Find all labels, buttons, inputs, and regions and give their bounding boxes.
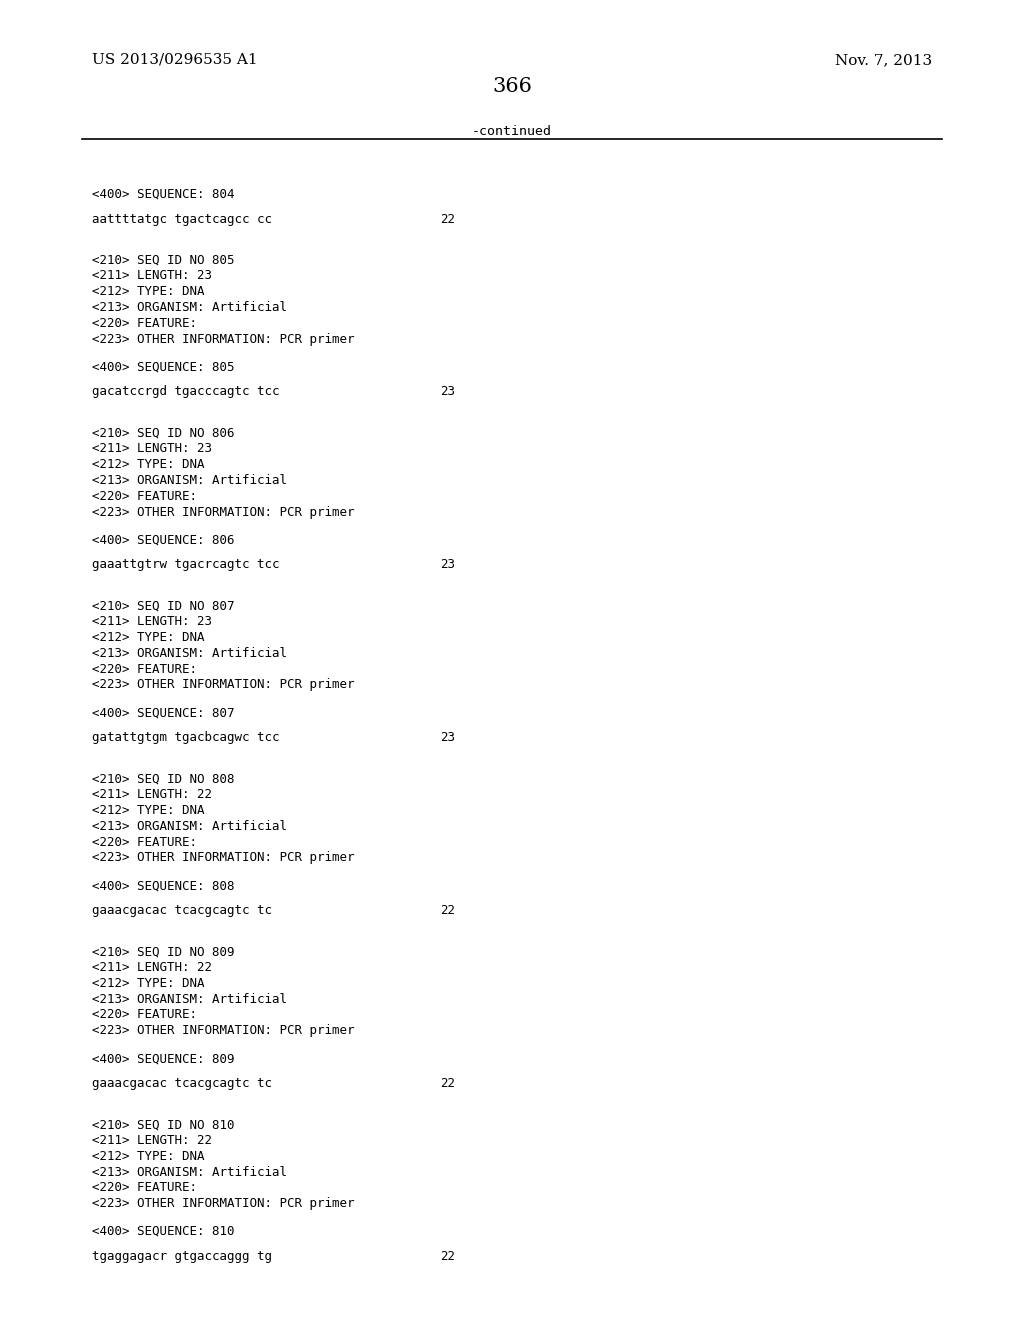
Text: <211> LENGTH: 22: <211> LENGTH: 22 (92, 961, 212, 974)
Text: tgaggagacr gtgaccaggg tg: tgaggagacr gtgaccaggg tg (92, 1250, 272, 1263)
Text: -continued: -continued (472, 125, 552, 139)
Text: <223> OTHER INFORMATION: PCR primer: <223> OTHER INFORMATION: PCR primer (92, 333, 354, 346)
Text: <400> SEQUENCE: 809: <400> SEQUENCE: 809 (92, 1052, 234, 1065)
Text: <210> SEQ ID NO 808: <210> SEQ ID NO 808 (92, 772, 234, 785)
Text: gaaacgacac tcacgcagtc tc: gaaacgacac tcacgcagtc tc (92, 1077, 272, 1090)
Text: <210> SEQ ID NO 806: <210> SEQ ID NO 806 (92, 426, 234, 440)
Text: <223> OTHER INFORMATION: PCR primer: <223> OTHER INFORMATION: PCR primer (92, 1197, 354, 1210)
Text: <223> OTHER INFORMATION: PCR primer: <223> OTHER INFORMATION: PCR primer (92, 1024, 354, 1038)
Text: gaaattgtrw tgacrcagtc tcc: gaaattgtrw tgacrcagtc tcc (92, 558, 280, 572)
Text: <212> TYPE: DNA: <212> TYPE: DNA (92, 1150, 205, 1163)
Text: gaaacgacac tcacgcagtc tc: gaaacgacac tcacgcagtc tc (92, 904, 272, 917)
Text: <400> SEQUENCE: 808: <400> SEQUENCE: 808 (92, 879, 234, 892)
Text: <220> FEATURE:: <220> FEATURE: (92, 490, 198, 503)
Text: 22: 22 (440, 1077, 456, 1090)
Text: 22: 22 (440, 213, 456, 226)
Text: 23: 23 (440, 558, 456, 572)
Text: <210> SEQ ID NO 807: <210> SEQ ID NO 807 (92, 599, 234, 612)
Text: <400> SEQUENCE: 804: <400> SEQUENCE: 804 (92, 187, 234, 201)
Text: aattttatgc tgactcagcc cc: aattttatgc tgactcagcc cc (92, 213, 272, 226)
Text: gatattgtgm tgacbcagwc tcc: gatattgtgm tgacbcagwc tcc (92, 731, 280, 744)
Text: 366: 366 (493, 77, 531, 95)
Text: Nov. 7, 2013: Nov. 7, 2013 (835, 53, 932, 67)
Text: 23: 23 (440, 385, 456, 399)
Text: <212> TYPE: DNA: <212> TYPE: DNA (92, 631, 205, 644)
Text: <220> FEATURE:: <220> FEATURE: (92, 317, 198, 330)
Text: <212> TYPE: DNA: <212> TYPE: DNA (92, 285, 205, 298)
Text: <220> FEATURE:: <220> FEATURE: (92, 836, 198, 849)
Text: <400> SEQUENCE: 806: <400> SEQUENCE: 806 (92, 533, 234, 546)
Text: <220> FEATURE:: <220> FEATURE: (92, 663, 198, 676)
Text: <400> SEQUENCE: 807: <400> SEQUENCE: 807 (92, 706, 234, 719)
Text: US 2013/0296535 A1: US 2013/0296535 A1 (92, 53, 258, 67)
Text: 22: 22 (440, 904, 456, 917)
Text: <212> TYPE: DNA: <212> TYPE: DNA (92, 458, 205, 471)
Text: <223> OTHER INFORMATION: PCR primer: <223> OTHER INFORMATION: PCR primer (92, 506, 354, 519)
Text: <213> ORGANISM: Artificial: <213> ORGANISM: Artificial (92, 301, 287, 314)
Text: <211> LENGTH: 22: <211> LENGTH: 22 (92, 788, 212, 801)
Text: <220> FEATURE:: <220> FEATURE: (92, 1181, 198, 1195)
Text: <212> TYPE: DNA: <212> TYPE: DNA (92, 804, 205, 817)
Text: <210> SEQ ID NO 810: <210> SEQ ID NO 810 (92, 1118, 234, 1131)
Text: <213> ORGANISM: Artificial: <213> ORGANISM: Artificial (92, 1166, 287, 1179)
Text: <211> LENGTH: 23: <211> LENGTH: 23 (92, 615, 212, 628)
Text: <213> ORGANISM: Artificial: <213> ORGANISM: Artificial (92, 820, 287, 833)
Text: <220> FEATURE:: <220> FEATURE: (92, 1008, 198, 1022)
Text: <213> ORGANISM: Artificial: <213> ORGANISM: Artificial (92, 474, 287, 487)
Text: <211> LENGTH: 23: <211> LENGTH: 23 (92, 442, 212, 455)
Text: <213> ORGANISM: Artificial: <213> ORGANISM: Artificial (92, 993, 287, 1006)
Text: 22: 22 (440, 1250, 456, 1263)
Text: 23: 23 (440, 731, 456, 744)
Text: gacatccrgd tgacccagtc tcc: gacatccrgd tgacccagtc tcc (92, 385, 280, 399)
Text: <213> ORGANISM: Artificial: <213> ORGANISM: Artificial (92, 647, 287, 660)
Text: <223> OTHER INFORMATION: PCR primer: <223> OTHER INFORMATION: PCR primer (92, 851, 354, 865)
Text: <212> TYPE: DNA: <212> TYPE: DNA (92, 977, 205, 990)
Text: <223> OTHER INFORMATION: PCR primer: <223> OTHER INFORMATION: PCR primer (92, 678, 354, 692)
Text: <210> SEQ ID NO 805: <210> SEQ ID NO 805 (92, 253, 234, 267)
Text: <211> LENGTH: 23: <211> LENGTH: 23 (92, 269, 212, 282)
Text: <400> SEQUENCE: 810: <400> SEQUENCE: 810 (92, 1225, 234, 1238)
Text: <211> LENGTH: 22: <211> LENGTH: 22 (92, 1134, 212, 1147)
Text: <400> SEQUENCE: 805: <400> SEQUENCE: 805 (92, 360, 234, 374)
Text: <210> SEQ ID NO 809: <210> SEQ ID NO 809 (92, 945, 234, 958)
